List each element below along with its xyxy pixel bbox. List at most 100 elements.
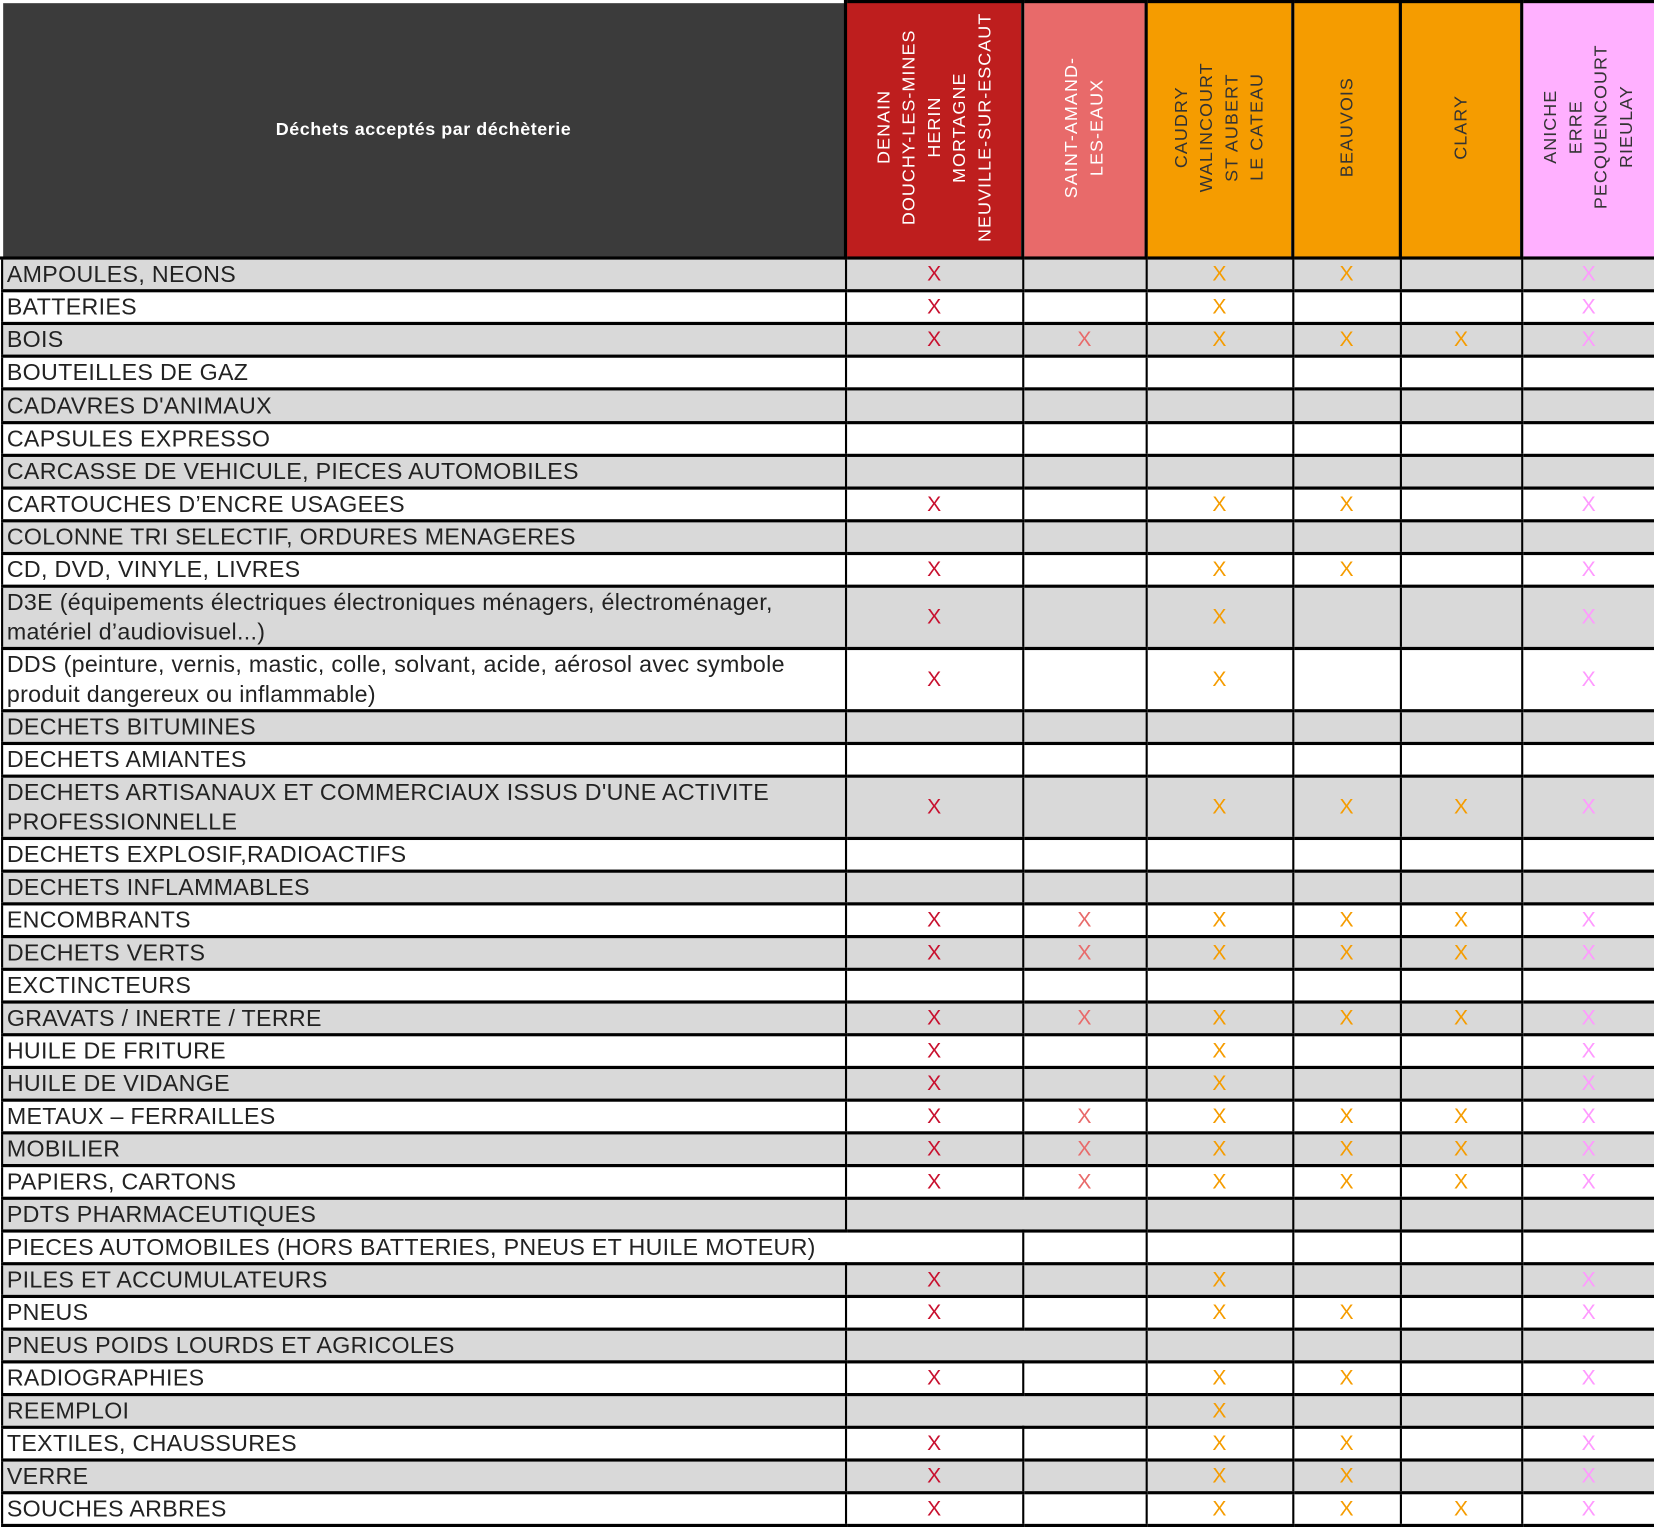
mark-cell — [1021, 519, 1148, 556]
mark-cell — [1021, 646, 1148, 713]
accepted-mark: X — [1581, 667, 1596, 691]
mark-cell: X — [844, 646, 1024, 713]
accepted-mark: X — [1339, 1006, 1354, 1030]
column-header-label: ANICHE ERRE PECQUENCOURT RIEULAY — [1540, 44, 1637, 210]
row-label: PDTS PHARMACEUTIQUES — [0, 1196, 847, 1233]
table-row: CADAVRES D'ANIMAUX — [0, 387, 1654, 425]
accepted-mark: X — [1581, 1267, 1596, 1292]
accepted-mark: X — [1339, 1169, 1354, 1194]
table-row: RADIOGRAPHIES X X X X — [0, 1360, 1654, 1397]
mark-cell — [1291, 1262, 1402, 1299]
mark-cell: X — [844, 1458, 1024, 1495]
mark-cell — [844, 453, 1024, 490]
mark-cell: X — [1291, 1491, 1402, 1527]
accepted-mark: X — [927, 605, 942, 629]
row-label: HUILE DE FRITURE — [0, 1033, 847, 1070]
mark-cell: X — [1145, 902, 1294, 939]
table-row: EXCTINCTEURS — [0, 967, 1654, 1004]
mark-cell — [1021, 1458, 1148, 1495]
mark-cell — [1021, 1360, 1148, 1397]
mark-cell: X — [1520, 1294, 1654, 1331]
mark-cell — [1291, 519, 1402, 556]
accepted-mark: X — [1339, 327, 1354, 351]
accepted-mark: X — [927, 557, 942, 581]
row-label: CARCASSE DE VEHICULE, PIECES AUTOMOBILES — [0, 453, 847, 490]
mark-cell: X — [1145, 1294, 1294, 1331]
row-label: GRAVATS / INERTE / TERRE — [0, 1000, 847, 1037]
accepted-mark: X — [1453, 795, 1469, 819]
mark-cell: X — [1520, 1491, 1654, 1527]
accepted-mark: X — [1581, 908, 1596, 932]
row-label: EXCTINCTEURS — [0, 967, 847, 1004]
table-row: CARTOUCHES D’ENCRE USAGEES X X X X — [0, 486, 1654, 523]
accepted-mark: X — [1212, 908, 1227, 932]
column-header-label: DENAIN DOUCHY-LES-MINES HERIN MORTAGNE N… — [872, 12, 995, 242]
row-label: HUILE DE VIDANGE — [0, 1065, 847, 1102]
mark-cell: X — [844, 1360, 1024, 1397]
mark-cell: X — [844, 1131, 1024, 1168]
mark-cell — [1520, 387, 1654, 425]
mark-cell — [1291, 1065, 1402, 1102]
mark-cell — [1520, 741, 1654, 778]
mark-cell: X — [1291, 1294, 1402, 1331]
accepted-mark: X — [1581, 492, 1596, 516]
accepted-mark: X — [927, 940, 942, 965]
mark-cell — [1399, 1294, 1523, 1331]
accepted-mark: X — [1581, 1071, 1596, 1095]
table-row: SOUCHES ARBRES X X X X X — [0, 1491, 1654, 1527]
mark-cell — [1021, 1425, 1148, 1462]
mark-cell: X — [1291, 1000, 1402, 1037]
row-label: CARTOUCHES D’ENCRE USAGEES — [0, 486, 847, 523]
row-label: DECHETS AMIANTES — [0, 741, 847, 778]
mark-cell — [1520, 421, 1654, 457]
mark-cell: X — [1399, 774, 1523, 841]
mark-cell: X — [1520, 1360, 1654, 1397]
mark-cell — [1291, 1327, 1402, 1364]
mark-cell: X — [1399, 902, 1523, 939]
mark-cell: X — [1520, 1163, 1654, 1200]
accepted-mark: X — [1212, 1398, 1227, 1423]
row-label: DECHETS VERTS — [0, 934, 847, 971]
mark-cell — [1021, 774, 1148, 841]
mark-cell: X — [844, 584, 1024, 651]
mark-cell — [1291, 387, 1402, 425]
mark-cell — [1145, 1196, 1294, 1233]
table-row: REEMPLOI X — [0, 1392, 1654, 1429]
accepted-mark: X — [1581, 605, 1596, 629]
mark-cell — [1399, 1425, 1523, 1462]
mark-cell — [844, 519, 1024, 556]
accepted-mark: X — [1212, 262, 1227, 286]
table-row: PAPIERS, CARTONS X X X X X X — [0, 1163, 1654, 1200]
accepted-mark: X — [927, 1137, 942, 1161]
table-row: D3E (équipements électriques électroniqu… — [0, 584, 1654, 651]
accepted-mark: X — [927, 1431, 942, 1455]
accepted-mark: X — [927, 1267, 942, 1292]
mark-cell — [844, 869, 1024, 906]
accepted-mark: X — [1581, 327, 1596, 351]
mark-cell — [1021, 289, 1148, 326]
row-label: BOIS — [0, 321, 847, 358]
mark-cell: X — [844, 1000, 1024, 1037]
mark-cell — [1291, 741, 1402, 778]
mark-cell: X — [1145, 1131, 1294, 1168]
mark-cell — [1399, 1065, 1523, 1102]
mark-cell: X — [1145, 289, 1294, 326]
accepted-mark: X — [1339, 908, 1354, 932]
mark-cell: X — [1021, 934, 1148, 971]
mark-cell — [844, 836, 1024, 873]
mark-cell — [1291, 1033, 1402, 1070]
mark-cell — [1520, 1196, 1654, 1233]
row-label: PNEUS — [0, 1294, 847, 1331]
accepted-mark: X — [1339, 262, 1354, 286]
accepted-mark: X — [1581, 294, 1596, 319]
mark-cell: X — [1520, 774, 1654, 841]
column-header-clary: CLARY — [1398, 0, 1524, 260]
mark-cell — [1520, 967, 1654, 1004]
mark-cell — [1021, 256, 1148, 293]
table-row: DECHETS INFLAMMABLES — [0, 869, 1654, 906]
table-row: BOIS X X X X X X — [0, 321, 1654, 358]
mark-cell — [1520, 1229, 1654, 1266]
accepted-mark: X — [1339, 1366, 1354, 1390]
accepted-mark: X — [1581, 1496, 1596, 1521]
mark-cell: X — [1399, 1491, 1523, 1527]
